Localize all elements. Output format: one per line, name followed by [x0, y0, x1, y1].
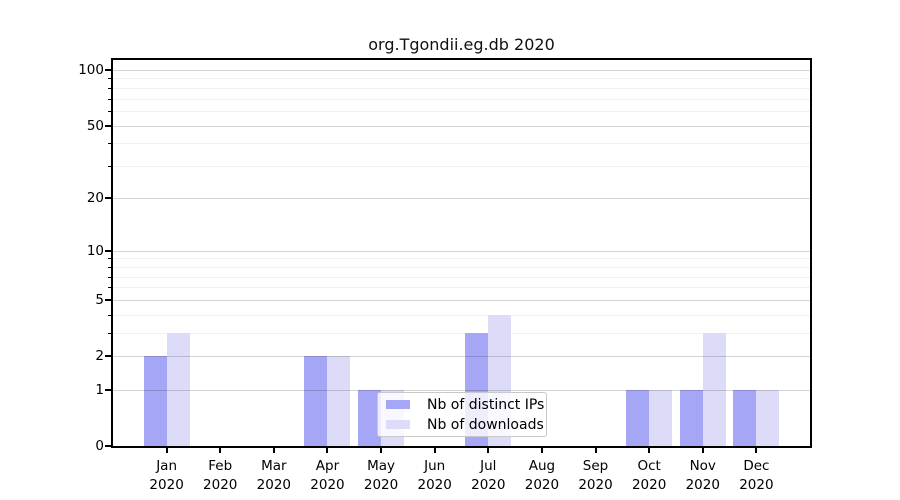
x-axis-label: Apr 2020: [310, 458, 345, 493]
y-axis-label: 5: [95, 291, 104, 308]
x-axis-tick: [219, 448, 222, 453]
bar-distinct-ips: [733, 389, 757, 446]
downloads-swatch-icon: [386, 420, 410, 429]
major-gridline: [113, 197, 810, 199]
y-axis-tick: [105, 298, 111, 301]
x-axis-label: Sep 2020: [578, 458, 613, 493]
x-axis-label: Feb 2020: [203, 458, 238, 493]
major-gridline: [113, 250, 810, 252]
x-axis-tick: [272, 448, 275, 453]
x-axis-label: Nov 2020: [685, 458, 720, 493]
y-axis-minor-tick: [108, 333, 111, 335]
bar-downloads: [649, 389, 673, 446]
y-axis-tick: [105, 445, 111, 447]
bar-distinct-ips: [626, 389, 650, 446]
bar-distinct-ips: [143, 356, 167, 446]
legend-entry-downloads: Nb of downloads: [386, 417, 546, 433]
minor-gridline: [113, 87, 810, 89]
major-gridline: [113, 299, 810, 301]
legend-label-downloads: Nb of downloads: [427, 416, 544, 433]
y-axis-minor-tick: [108, 276, 111, 278]
bar-distinct-ips: [679, 389, 703, 446]
y-axis-label: 0: [95, 438, 104, 454]
x-axis-tick: [433, 448, 436, 453]
y-axis-minor-tick: [108, 78, 111, 80]
y-axis-minor-tick: [108, 287, 111, 289]
plot-area: [111, 58, 812, 448]
x-axis-label: Oct 2020: [631, 458, 667, 493]
bar-distinct-ips: [304, 356, 328, 446]
major-gridline: [113, 125, 810, 127]
bar-downloads: [702, 333, 726, 446]
x-axis-label: Jan 2020: [149, 458, 184, 493]
y-axis-label: 10: [86, 242, 104, 259]
minor-gridline: [113, 287, 810, 289]
x-axis-tick: [594, 448, 597, 453]
y-axis-label: 2: [95, 348, 104, 365]
x-axis-label: Aug 2020: [524, 458, 560, 493]
legend-label-distinct-ips: Nb of distinct IPs: [427, 396, 545, 413]
x-axis-label: May 2020: [363, 458, 399, 493]
minor-gridline: [113, 110, 810, 112]
y-axis-minor-tick: [108, 166, 111, 168]
x-axis-tick: [326, 448, 329, 453]
y-axis-tick: [105, 388, 111, 391]
legend: Nb of distinct IPs Nb of downloads: [377, 392, 547, 437]
x-axis-tick: [165, 448, 168, 453]
legend-entry-distinct-ips: Nb of distinct IPs: [386, 397, 546, 413]
y-axis-label: 100: [78, 61, 104, 78]
minor-gridline: [113, 266, 810, 268]
minor-gridline: [113, 78, 810, 80]
y-axis-minor-tick: [108, 258, 111, 260]
x-axis-label: Mar 2020: [256, 458, 292, 493]
y-axis-label: 1: [95, 381, 104, 398]
y-axis-tick: [105, 249, 111, 252]
x-axis-tick: [487, 448, 490, 453]
bar-downloads: [756, 389, 780, 446]
y-axis-tick: [105, 124, 111, 127]
y-axis-tick: [105, 355, 111, 358]
minor-gridline: [113, 276, 810, 278]
major-gridline: [113, 69, 810, 71]
y-axis-minor-tick: [108, 143, 111, 145]
x-axis-tick: [380, 448, 383, 453]
y-axis-minor-tick: [108, 266, 111, 268]
y-axis-minor-tick: [108, 110, 111, 112]
x-axis-label: Jun 2020: [417, 458, 452, 493]
y-axis-minor-tick: [108, 314, 111, 316]
x-axis-tick: [648, 448, 651, 453]
minor-gridline: [113, 143, 810, 145]
minor-gridline: [113, 314, 810, 316]
y-axis-minor-tick: [108, 87, 111, 89]
minor-gridline: [113, 166, 810, 168]
bar-downloads: [327, 356, 351, 446]
minor-gridline: [113, 98, 810, 100]
x-axis-label: Dec 2020: [739, 458, 774, 493]
y-axis-tick: [105, 68, 111, 71]
y-axis-label: 20: [86, 189, 104, 206]
bar-downloads: [166, 333, 190, 446]
y-axis-tick: [105, 196, 111, 199]
distinct-ips-swatch-icon: [386, 400, 410, 409]
y-axis-label: 50: [86, 117, 104, 134]
minor-gridline: [113, 258, 810, 260]
chart-title: org.Tgondii.eg.db 2020: [368, 35, 555, 54]
x-axis-tick: [701, 448, 704, 453]
x-axis-label: Jul 2020: [471, 458, 506, 493]
y-axis-minor-tick: [108, 98, 111, 100]
x-axis-tick: [540, 448, 543, 453]
x-axis-tick: [755, 448, 758, 453]
bar-distinct-ips: [358, 389, 382, 446]
